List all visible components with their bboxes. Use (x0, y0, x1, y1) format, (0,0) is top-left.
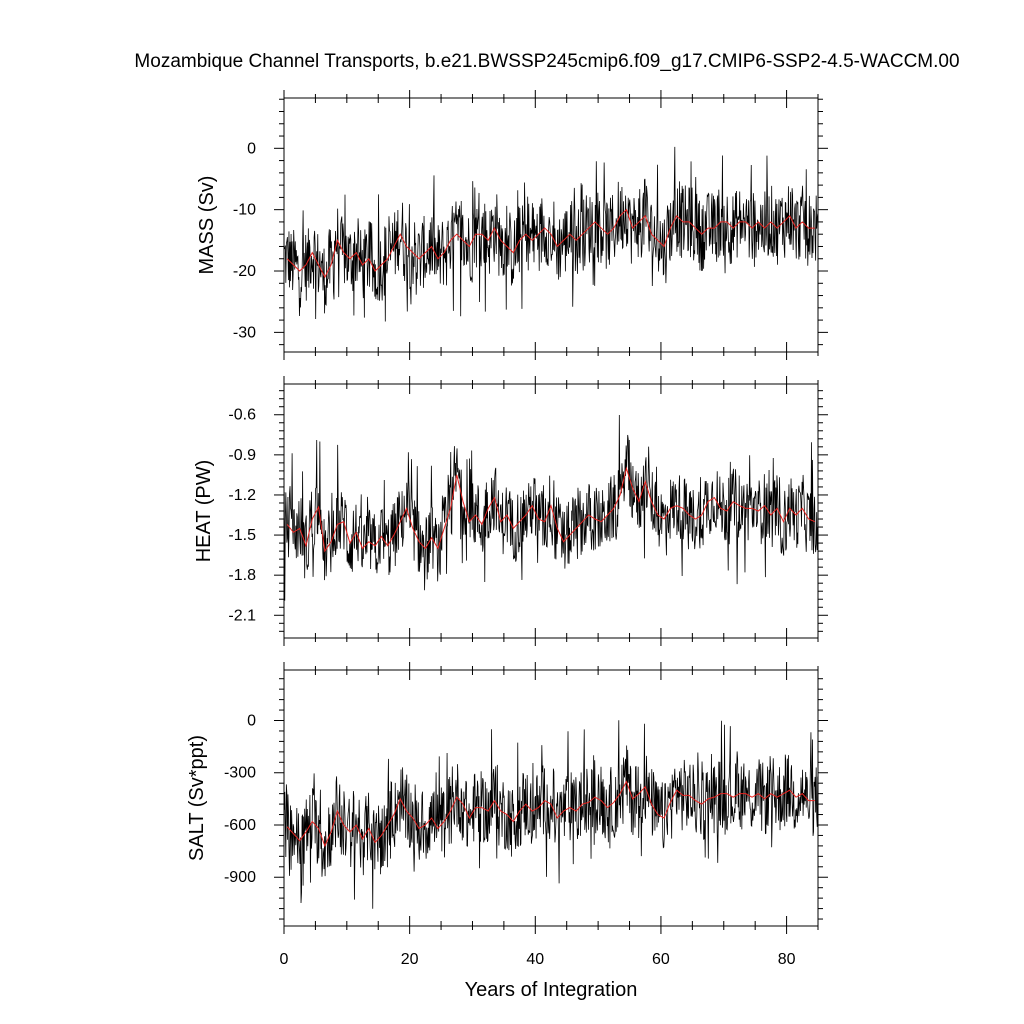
chart-title: Mozambique Channel Transports, b.e21.BWS… (134, 51, 959, 72)
x-tick-label: 60 (652, 951, 670, 968)
salt-y-tick-label: 0 (247, 713, 256, 730)
panel-salt: 0 20 40 60 80 -900 -600 -300 0 SALT (Sv*ppt) (186, 662, 828, 968)
mass-y-tick-label: -30 (233, 324, 256, 341)
x-axis-label: Years of Integration (465, 979, 638, 1001)
salt-annual-mean-line (286, 780, 815, 848)
heat-annual-mean-line (286, 466, 816, 553)
mass-annual-mean-line (286, 208, 815, 279)
heat-y-tick-label: -1.2 (228, 487, 256, 504)
mass-monthly-series-line (284, 146, 818, 322)
salt-y-tick-label: -900 (224, 869, 256, 886)
heat-y-tick-label: -0.6 (228, 407, 256, 424)
x-tick-label: 80 (778, 951, 796, 968)
salt-monthly-series-line (284, 720, 818, 909)
heat-y-tick-label: -0.9 (228, 447, 256, 464)
salt-plot-frame (283, 669, 819, 927)
x-tick-label: 20 (401, 951, 419, 968)
x-tick-label: 40 (526, 951, 544, 968)
panel-mass: -30 -20 -10 0 MASS (Sv) (196, 90, 828, 360)
x-tick-label: 0 (280, 951, 289, 968)
heat-monthly-series-line (284, 415, 818, 601)
mass-y-tick-label: 0 (247, 140, 256, 157)
mass-plot-frame (283, 97, 819, 353)
heat-plot-frame (283, 383, 819, 639)
panel-heat: -2.1 -1.8 -1.5 -1.2 -0.9 -0.6 HEAT (PW) (193, 376, 828, 646)
heat-y-tick-label: -2.1 (228, 607, 256, 624)
heat-y-axis-label: HEAT (PW) (193, 460, 215, 563)
heat-y-tick-label: -1.8 (228, 567, 256, 584)
salt-y-tick-label: -300 (224, 765, 256, 782)
salt-y-axis-label: SALT (Sv*ppt) (186, 735, 208, 861)
mass-y-tick-label: -10 (233, 202, 256, 219)
heat-y-tick-label: -1.5 (228, 527, 256, 544)
salt-y-tick-label: -600 (224, 817, 256, 834)
mass-y-tick-label: -20 (233, 263, 256, 280)
mass-y-axis-label: MASS (Sv) (196, 176, 218, 275)
